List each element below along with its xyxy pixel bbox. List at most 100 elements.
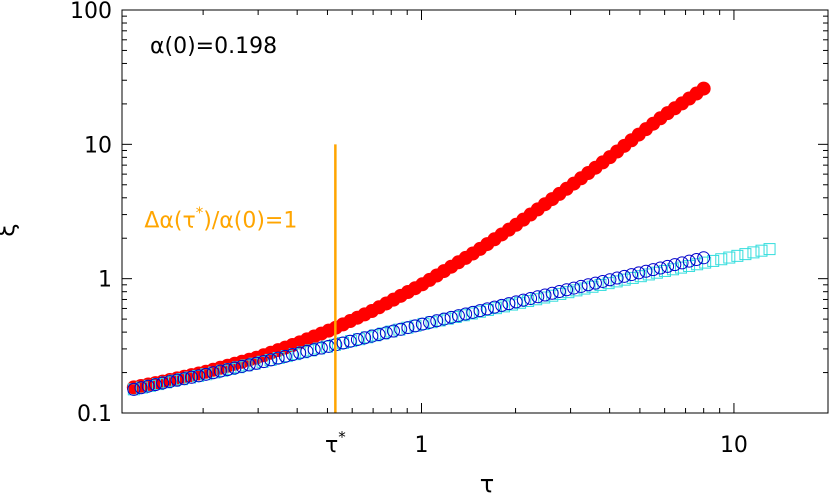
data-point xyxy=(437,312,451,326)
series-0 xyxy=(126,81,711,395)
axis-ticks: 1 10 0.1 1 10 100 τ* xyxy=(70,0,829,458)
data-point xyxy=(314,341,328,355)
data-point xyxy=(264,353,278,367)
data-point xyxy=(739,248,752,261)
data-point xyxy=(588,276,602,290)
x-axis-title: τ xyxy=(480,470,494,498)
data-point xyxy=(581,278,595,292)
data-point xyxy=(249,356,263,370)
x-tick-label: 1 xyxy=(415,433,429,458)
plot-frame xyxy=(121,9,829,414)
data-point xyxy=(156,376,170,390)
alpha0-annotation: α(0)=0.198 xyxy=(150,34,277,59)
data-point xyxy=(185,370,199,384)
data-point xyxy=(336,336,350,350)
data-point xyxy=(473,304,487,318)
data-point xyxy=(653,261,667,275)
data-point xyxy=(661,259,675,273)
data-point xyxy=(444,310,458,324)
y-tick-label: 0.1 xyxy=(77,402,112,427)
data-point xyxy=(524,291,538,305)
data-point xyxy=(430,314,444,328)
data-point xyxy=(545,286,559,300)
data-point xyxy=(451,309,465,323)
data-point xyxy=(697,251,711,265)
data-point xyxy=(300,344,314,358)
data-point xyxy=(689,252,703,266)
y-tick-label: 1 xyxy=(98,268,112,293)
data-point xyxy=(574,279,588,293)
data-point xyxy=(343,334,357,348)
data-point xyxy=(723,251,736,264)
data-point xyxy=(596,274,610,288)
data-point xyxy=(675,261,688,274)
data-point xyxy=(228,361,242,375)
data-point xyxy=(642,268,655,281)
x-tick-label: 10 xyxy=(720,433,748,458)
data-point xyxy=(358,331,372,345)
data-point xyxy=(177,372,191,386)
data-point xyxy=(570,284,583,297)
data-point xyxy=(307,343,321,357)
data-point xyxy=(278,349,292,363)
data-point xyxy=(634,270,647,283)
data-point xyxy=(755,244,768,257)
data-point xyxy=(632,266,646,280)
data-point xyxy=(516,293,530,307)
data-point xyxy=(625,268,639,282)
data-point xyxy=(365,329,379,343)
data-point xyxy=(199,367,213,381)
data-point xyxy=(394,322,408,336)
data-point xyxy=(560,283,574,297)
data-point xyxy=(466,305,480,319)
data-point xyxy=(639,264,653,278)
data-point xyxy=(707,254,720,267)
data-point xyxy=(192,369,206,383)
data-point xyxy=(459,307,473,321)
data-point xyxy=(213,364,227,378)
data-point xyxy=(141,379,155,393)
data-point xyxy=(552,285,566,299)
data-point xyxy=(763,243,776,256)
tau-star-tick-label: τ* xyxy=(325,428,346,458)
data-point xyxy=(127,382,141,396)
y-tick-label: 100 xyxy=(70,0,112,24)
tau-star-line-annotation: Δα(τ*)/α(0)=1 xyxy=(144,204,297,234)
data-point xyxy=(578,282,591,295)
data-point xyxy=(386,324,400,338)
data-point xyxy=(163,375,177,389)
data-point xyxy=(206,366,220,380)
data-point xyxy=(457,309,470,322)
data-point xyxy=(242,358,256,372)
data-point xyxy=(691,258,704,271)
data-point xyxy=(731,249,744,262)
data-point xyxy=(401,321,415,335)
data-point xyxy=(170,373,184,387)
data-point xyxy=(502,297,516,311)
data-point xyxy=(646,263,660,277)
data-point xyxy=(379,326,393,340)
data-point xyxy=(696,81,711,96)
data-point xyxy=(603,273,617,287)
data-point xyxy=(415,317,429,331)
series-1 xyxy=(127,251,711,396)
data-point xyxy=(235,359,249,373)
data-point xyxy=(567,281,581,295)
data-point xyxy=(134,381,148,395)
y-axis-title: ξ xyxy=(0,223,20,236)
data-point xyxy=(408,319,422,333)
data-point xyxy=(610,271,624,285)
data-point xyxy=(465,307,478,320)
data-point xyxy=(480,302,494,316)
data-point xyxy=(271,351,285,365)
data-point xyxy=(683,259,696,272)
plot-marks xyxy=(126,81,776,413)
data-point xyxy=(487,300,501,314)
data-point xyxy=(372,327,386,341)
data-point xyxy=(449,310,462,323)
data-point xyxy=(495,298,509,312)
data-point xyxy=(221,363,235,377)
data-point xyxy=(286,348,300,362)
data-point xyxy=(747,246,760,259)
